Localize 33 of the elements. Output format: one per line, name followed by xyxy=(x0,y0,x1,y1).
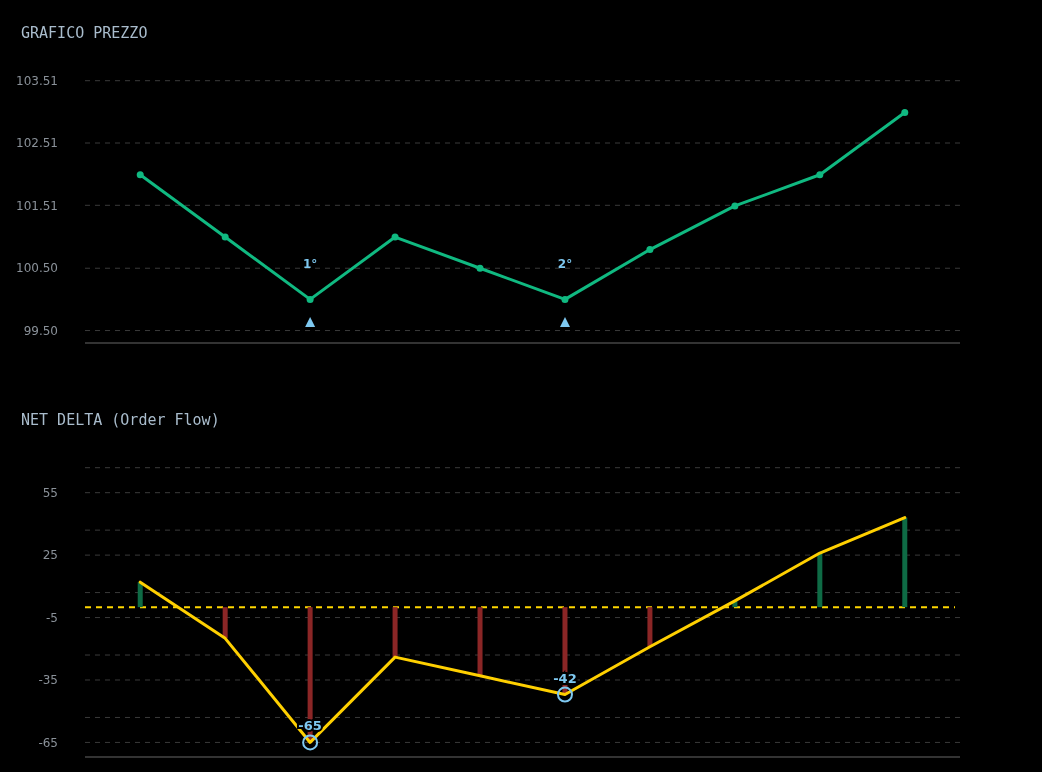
point xyxy=(816,171,824,179)
annotation: 2° xyxy=(557,256,573,271)
bar xyxy=(647,607,653,647)
point xyxy=(561,295,569,303)
y-tick-label: 25 xyxy=(42,548,58,563)
bar xyxy=(902,517,908,608)
y-tick-label: 100.50 xyxy=(16,261,58,276)
point xyxy=(391,233,399,241)
y-tick-label: 103.51 xyxy=(16,73,58,88)
chart-title: GRAFICO PREZZO xyxy=(21,24,148,42)
point xyxy=(306,295,314,303)
point xyxy=(559,317,570,328)
point xyxy=(136,171,144,179)
bar xyxy=(222,607,228,639)
y-tick-label: 101.51 xyxy=(16,198,58,213)
bar xyxy=(137,582,143,608)
point xyxy=(731,202,739,210)
bar xyxy=(817,553,823,608)
y-tick-label: 102.51 xyxy=(16,136,58,151)
y-tick-label: 99.50 xyxy=(23,323,58,338)
point xyxy=(221,233,229,241)
chart-title: NET DELTA (Order Flow) xyxy=(21,411,220,429)
bar xyxy=(477,607,483,676)
y-tick-label: -5 xyxy=(46,610,58,625)
y-tick-label: -35 xyxy=(38,673,58,688)
point xyxy=(901,108,909,116)
y-tick-label: -65 xyxy=(38,735,58,750)
point xyxy=(476,264,484,272)
annotation: 1° xyxy=(302,256,318,271)
point xyxy=(305,317,316,328)
bar xyxy=(392,607,398,658)
point xyxy=(646,246,654,254)
y-tick-label: 55 xyxy=(42,485,58,500)
